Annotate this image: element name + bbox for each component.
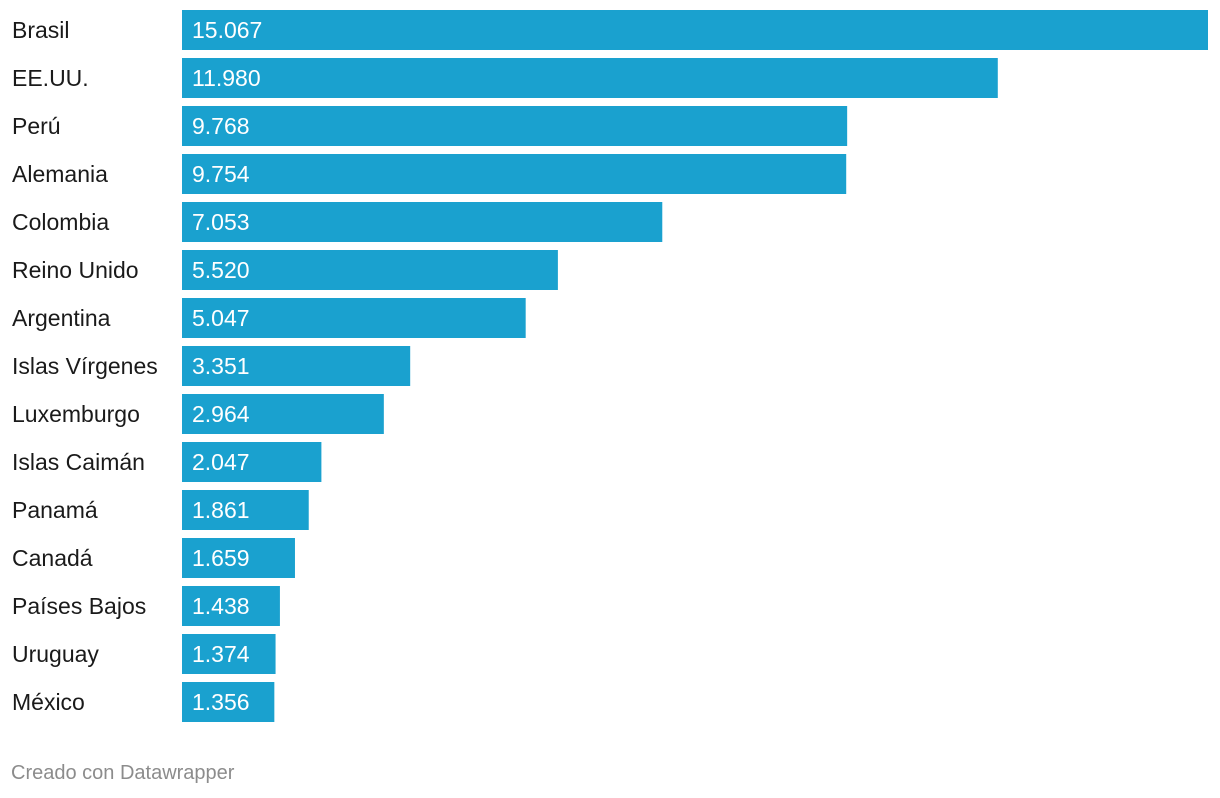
bar-row-paises-bajos: Países Bajos 1.438 [12,586,280,626]
category-label: Canadá [12,545,93,571]
category-label: Brasil [12,17,70,43]
category-label: Islas Caimán [12,449,145,475]
bar-row-argentina: Argentina 5.047 [12,298,526,338]
bar [182,106,848,146]
value-label: 1.861 [192,497,250,523]
value-label: 7.053 [192,209,250,235]
bar-row-uruguay: Uruguay 1.374 [12,634,276,674]
bar [182,346,411,386]
value-label: 9.768 [192,113,250,139]
bar-row-peru: Perú 9.768 [12,106,848,146]
value-label: 5.520 [192,257,250,283]
bar-row-islas-caiman: Islas Caimán 2.047 [12,442,322,482]
value-label: 9.754 [192,161,250,187]
category-label: Colombia [12,209,109,235]
bar-row-alemania: Alemania 9.754 [12,154,847,194]
bar-row-mexico: México 1.356 [12,682,275,722]
bar-row-luxemburgo: Luxemburgo 2.964 [12,394,384,434]
category-label: Reino Unido [12,257,139,283]
category-label: Perú [12,113,61,139]
datawrapper-credit[interactable]: Creado con Datawrapper [11,762,235,784]
bar [182,58,998,98]
value-label: 15.067 [192,17,262,43]
bar [182,538,295,578]
bar [182,634,276,674]
bar [182,682,275,722]
bar [182,10,1208,50]
value-label: 11.980 [192,65,261,91]
bar [182,442,322,482]
bar [182,202,663,242]
bar [182,154,847,194]
bar-row-islas-virgenes: Islas Vírgenes 3.351 [12,346,411,386]
bar [182,490,309,530]
bar-row-canada: Canadá 1.659 [12,538,295,578]
bar-row-colombia: Colombia 7.053 [12,202,663,242]
category-label: México [12,689,85,715]
category-label: Argentina [12,305,111,331]
bar-row-brasil: Brasil 15.067 [12,10,1208,50]
value-label: 2.964 [192,401,250,427]
bar-row-panama: Panamá 1.861 [12,490,309,530]
value-label: 1.438 [192,593,250,619]
bar-row-ee-uu: EE.UU. 11.980 [12,58,998,98]
value-label: 1.659 [192,545,250,571]
value-label: 5.047 [192,305,250,331]
category-label: Panamá [12,497,98,523]
category-label: Islas Vírgenes [12,353,158,379]
value-label: 3.351 [192,353,250,379]
bar-row-reino-unido: Reino Unido 5.520 [12,250,558,290]
value-label: 1.356 [192,689,250,715]
category-label: Alemania [12,161,108,187]
value-label: 2.047 [192,449,250,475]
bar [182,298,526,338]
bar-chart: Brasil 15.067 EE.UU. 11.980 Perú 9.768 Alemani… [12,10,1208,722]
value-label: 1.374 [192,641,250,667]
bar [182,586,280,626]
bar [182,250,558,290]
category-label: Uruguay [12,641,99,667]
category-label: Países Bajos [12,593,146,619]
bar [182,394,384,434]
category-label: Luxemburgo [12,401,140,427]
category-label: EE.UU. [12,65,89,91]
